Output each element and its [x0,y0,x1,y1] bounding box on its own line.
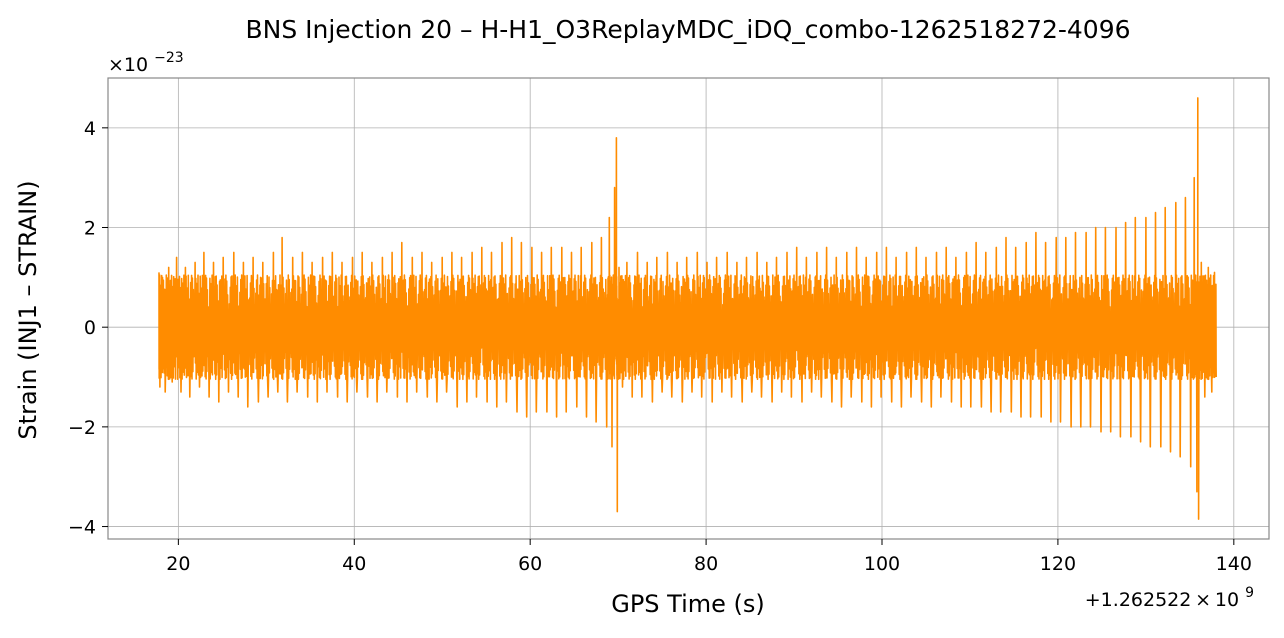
chart-title: BNS Injection 20 – H-H1_O3ReplayMDC_iDQ_… [245,15,1130,44]
x-tick-label: 60 [518,553,542,575]
plot-frame [107,77,1270,540]
x-offset-exponent: 9 [1245,585,1254,601]
x-axis-label: GPS Time (s) [611,590,765,618]
y-tick-label: −4 [68,517,96,539]
y-tick-label: 2 [84,218,96,240]
x-offset-base: +1.262522 × 10 [1085,589,1239,611]
y-scale-multiplier: ×10 −23 [108,50,184,76]
x-tick-label: 100 [864,553,900,575]
series-line [158,97,1217,520]
y-scale-exponent: −23 [154,50,184,66]
x-tick-label: 20 [166,553,190,575]
x-offset-multiplier: +1.262522 × 10 9 [1085,585,1254,611]
x-tick-label: 140 [1216,553,1252,575]
y-tick-label: −2 [68,417,96,439]
x-tick-label: 40 [342,553,366,575]
y-tick-label: 0 [84,317,96,339]
y-axis-label: Strain (INJ1 – STRAIN) [14,180,42,439]
y-scale-base: ×10 [108,54,148,76]
y-tick-label: 4 [84,118,96,140]
x-tick-label: 80 [694,553,718,575]
series-layer [158,97,1217,520]
tick-layer: 20 40 60 80 100 120 140 −4 −2 0 2 4 [68,118,1252,575]
x-tick-label: 120 [1040,553,1076,575]
